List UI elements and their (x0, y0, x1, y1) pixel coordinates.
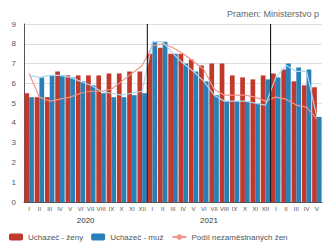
svg-text:IV: IV (180, 206, 186, 212)
svg-text:Uchazeč - muž: Uchazeč - muž (110, 233, 163, 242)
svg-text:VI: VI (201, 206, 207, 212)
svg-text:XI: XI (252, 206, 258, 212)
svg-text:IX: IX (109, 206, 115, 212)
svg-text:V: V (315, 206, 319, 212)
svg-text:II: II (38, 206, 42, 212)
svg-text:3: 3 (12, 138, 17, 147)
svg-text:Podíl nezaměstnaných žen: Podíl nezaměstnaných žen (191, 233, 287, 242)
svg-text:0: 0 (12, 198, 17, 207)
svg-text:II: II (284, 206, 288, 212)
svg-text:V: V (68, 206, 72, 212)
svg-text:4: 4 (12, 118, 17, 127)
svg-text:I: I (275, 206, 277, 212)
svg-text:2021: 2021 (200, 216, 218, 225)
svg-text:1: 1 (12, 178, 17, 187)
svg-text:VII: VII (210, 206, 218, 212)
svg-text:VIII: VIII (220, 206, 229, 212)
svg-text:2020: 2020 (77, 216, 95, 225)
svg-text:XI: XI (129, 206, 135, 212)
svg-text:X: X (120, 206, 124, 212)
svg-text:Uchazeč - ženy: Uchazeč - ženy (28, 233, 83, 242)
svg-text:Pramen: Ministerstvo p: Pramen: Ministerstvo p (227, 9, 319, 19)
svg-text:8: 8 (12, 39, 17, 48)
svg-text:VI: VI (78, 206, 84, 212)
svg-text:IX: IX (232, 206, 238, 212)
svg-text:III: III (294, 206, 299, 212)
svg-text:III: III (47, 206, 52, 212)
svg-text:IV: IV (57, 206, 63, 212)
svg-text:9: 9 (12, 20, 17, 29)
svg-text:VII: VII (87, 206, 95, 212)
svg-text:XII: XII (139, 206, 147, 212)
svg-text:VIII: VIII (97, 206, 106, 212)
svg-text:I: I (152, 206, 154, 212)
svg-text:7: 7 (12, 59, 17, 68)
svg-text:I: I (28, 206, 30, 212)
svg-text:III: III (170, 206, 175, 212)
svg-text:X: X (243, 206, 247, 212)
svg-text:II: II (161, 206, 165, 212)
svg-text:V: V (192, 206, 196, 212)
svg-text:2: 2 (12, 158, 17, 167)
svg-text:IV: IV (304, 206, 310, 212)
svg-text:XII: XII (262, 206, 270, 212)
svg-text:5: 5 (12, 99, 17, 108)
svg-text:6: 6 (12, 79, 17, 88)
